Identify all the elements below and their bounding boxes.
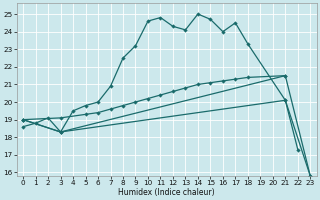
X-axis label: Humidex (Indice chaleur): Humidex (Indice chaleur) <box>118 188 215 197</box>
